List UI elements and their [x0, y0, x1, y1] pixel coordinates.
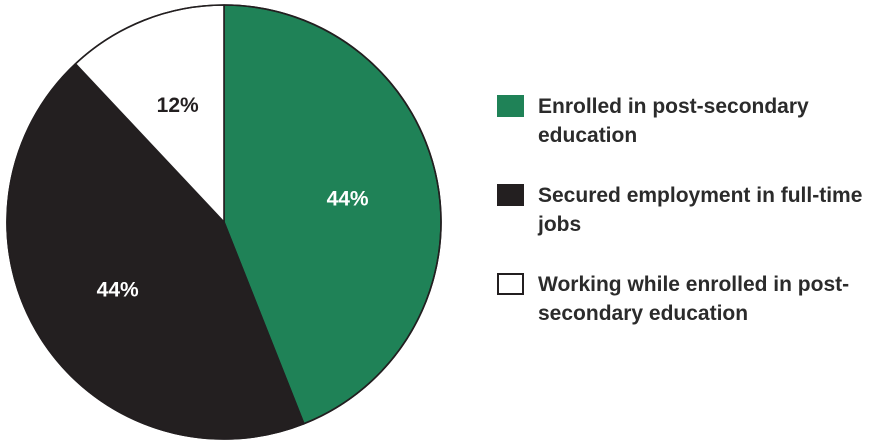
- legend-item-enrolled: Enrolled in post-secondary education: [497, 92, 867, 150]
- pie-slice-label-enrolled: 44%: [327, 187, 369, 210]
- legend-swatch-enrolled: [497, 95, 524, 117]
- legend-label-enrolled: Enrolled in post-secondary education: [538, 95, 809, 147]
- legend-label-employed: Secured employment in full-time jobs: [538, 184, 863, 236]
- pie-slice-label-employed: 44%: [97, 278, 139, 301]
- legend-swatch-employed: [497, 184, 524, 206]
- legend-item-employed: Secured employment in full-time jobs: [497, 181, 867, 239]
- legend: Enrolled in post-secondary education Sec…: [497, 92, 867, 359]
- pie-slice-label-working-enrolled: 12%: [157, 94, 199, 117]
- legend-item-working-enrolled: Working while enrolled in post-secondary…: [497, 270, 867, 328]
- pie-slices: [6, 4, 442, 440]
- pie-slice-labels: 44% 44% 12%: [97, 94, 369, 301]
- legend-label-working-enrolled: Working while enrolled in post-secondary…: [538, 273, 850, 325]
- pie-chart: 44% 44% 12%: [6, 4, 442, 440]
- pie-outline: [6, 4, 442, 440]
- legend-swatch-working-enrolled: [497, 273, 524, 295]
